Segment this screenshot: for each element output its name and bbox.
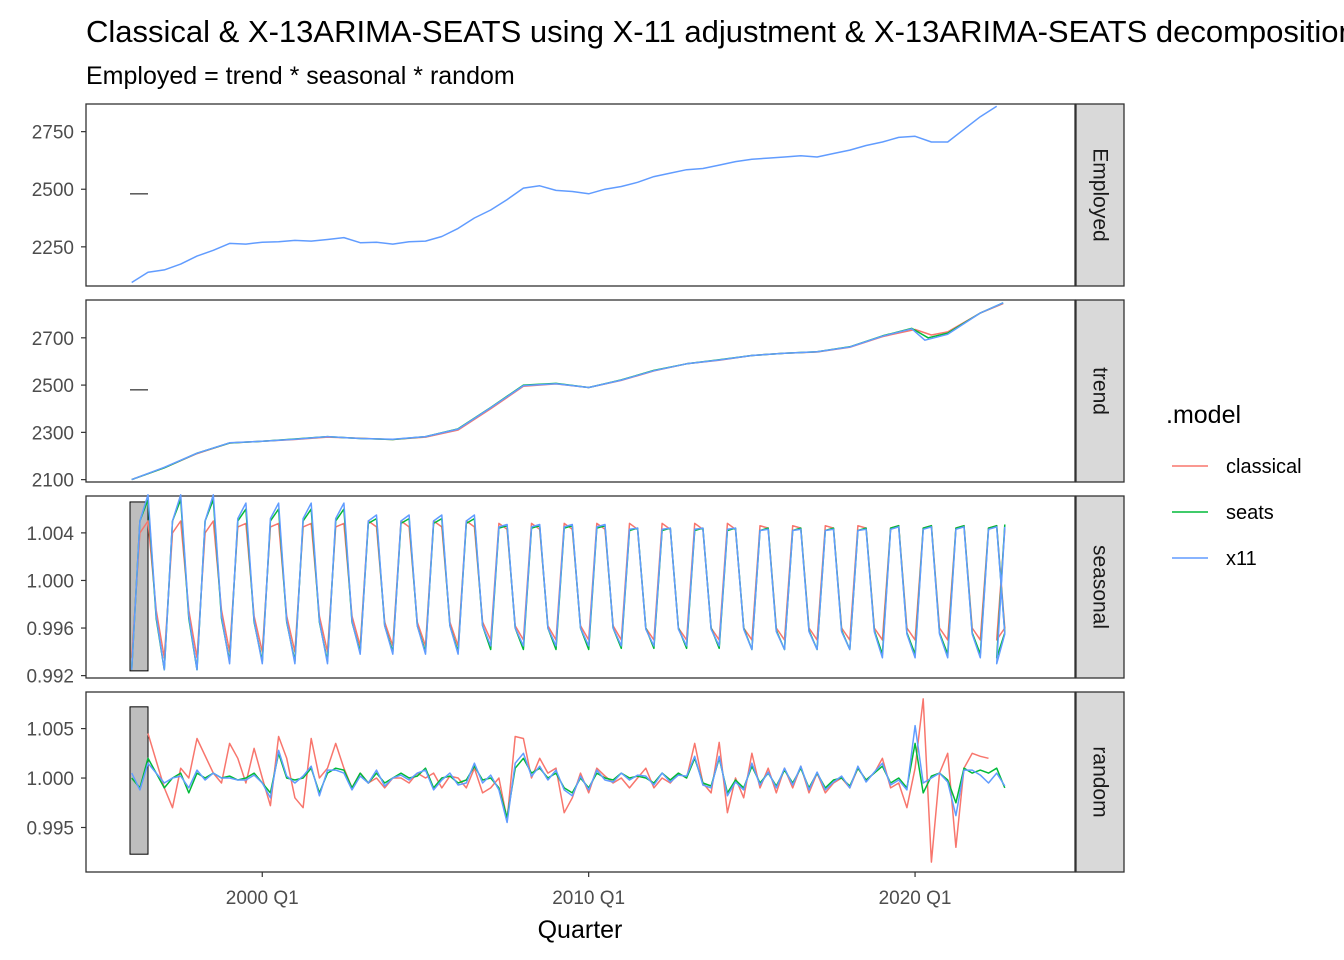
y-tick-label: 0.992: [26, 667, 74, 688]
legend: .model classical seats x11: [1166, 401, 1302, 570]
strip-label: trend: [1089, 367, 1112, 415]
scale-bar: [129, 706, 149, 855]
strip-label: seasonal: [1089, 545, 1112, 629]
series-line-x11: [131, 302, 1004, 481]
panel-frame: [85, 299, 1076, 483]
y-tick-label: 2100: [32, 471, 74, 492]
panel-random: 0.995 1.000 1.005 random: [26, 691, 1125, 873]
strip-label: random: [1089, 746, 1112, 817]
strip-Employed: [1075, 103, 1125, 287]
panel-frame: [85, 103, 1076, 287]
y-tick-label: 0.996: [26, 619, 74, 640]
y-tick-label: 2500: [32, 180, 74, 201]
y-tick-label: 2250: [32, 238, 74, 259]
x-axis: 2000 Q1 2010 Q1 2020 Q1: [226, 872, 952, 909]
x-axis-title: Quarter: [538, 916, 623, 944]
chart-title: Classical & X-13ARIMA-SEATS using X-11 a…: [86, 14, 1344, 49]
y-tick-label: 2300: [32, 423, 74, 444]
legend-label-x11: x11: [1226, 548, 1257, 570]
legend-label-seats: seats: [1226, 502, 1274, 524]
legend-label-classical: classical: [1226, 456, 1302, 478]
series-line-x11: [131, 105, 998, 284]
strip-label: Employed: [1089, 148, 1112, 241]
strip-seasonal: [1075, 495, 1125, 679]
x-tick-label: 2020 Q1: [879, 888, 952, 909]
y-tick-label: 2750: [32, 123, 74, 144]
y-tick-label: 1.004: [26, 524, 74, 545]
series-line-x11: [130, 494, 1006, 671]
strip-trend: [1075, 299, 1125, 483]
strip-random: [1075, 691, 1125, 873]
panel-trend: 2100 2300 2500 2700 trend: [32, 299, 1125, 492]
facet-panels: 2250 2500 2750 Employed 2100 2300 2500 2700 tren…: [26, 103, 1125, 873]
y-tick-label: 0.995: [26, 818, 74, 839]
panel-frame: [85, 691, 1076, 873]
y-tick-label: 1.000: [26, 769, 74, 790]
x-tick-label: 2000 Q1: [226, 888, 299, 909]
y-tick-label: 2500: [32, 376, 74, 397]
panel-Employed: 2250 2500 2750 Employed: [32, 103, 1125, 287]
y-tick-label: 1.005: [26, 720, 74, 741]
panel-seasonal: 0.992 0.996 1.000 1.004 seasonal: [26, 494, 1125, 688]
x-tick-label: 2010 Q1: [552, 888, 625, 909]
legend-title: .model: [1166, 401, 1241, 429]
chart-subtitle: Employed = trend * seasonal * random: [86, 62, 515, 90]
y-tick-label: 1.000: [26, 571, 74, 592]
y-tick-label: 2700: [32, 329, 74, 350]
series-line-x11: [131, 724, 1006, 824]
